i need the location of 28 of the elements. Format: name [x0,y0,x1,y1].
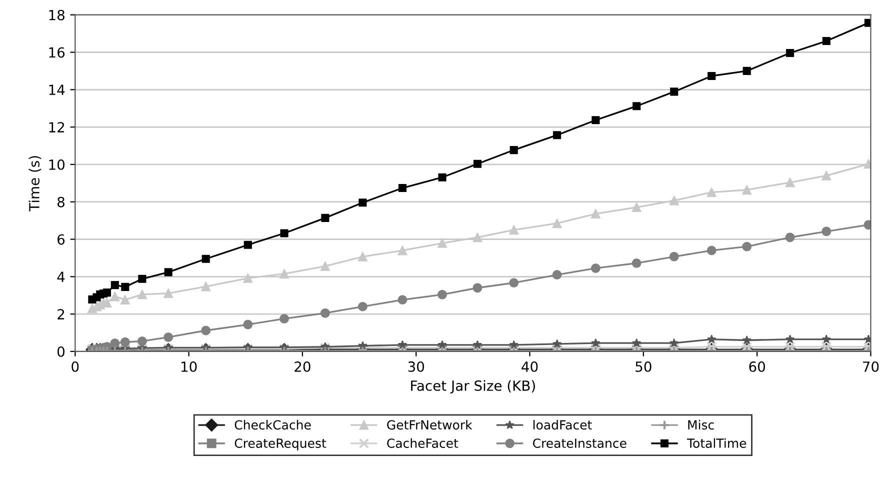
x-tick-label: 70 [863,361,879,372]
y-tick-label: 8 [58,196,64,208]
x-tick-label: 20 [294,361,310,372]
y-tick-label: 18 [49,10,64,20]
x-tick-label: 10 [181,361,197,372]
y-tick-label: 12 [49,122,64,132]
y-tick-label: 14 [49,84,65,95]
y-tick-label: 4 [57,272,65,282]
x-tick-label: 50 [636,361,652,372]
y-tick-label: 2 [58,309,64,320]
legend-label: loadFacet [533,420,592,430]
legend-label: TotalTime [686,438,746,448]
legend-label: CheckCache [234,420,311,430]
x-tick-label: 30 [408,361,424,372]
y-tick-label: 10 [49,159,64,170]
legend-label: Misc [688,420,714,430]
legend-label: GetFrNetwork [387,420,472,430]
legend-label: CreateRequest [234,438,326,450]
y-tick-label: 16 [49,47,65,58]
y-tick-label: 0 [57,346,64,357]
legend-label: CacheFacet [387,438,458,448]
x-tick-label: 40 [522,361,538,372]
y-tick-label: 6 [58,234,65,245]
x-tick-label: 60 [749,361,765,372]
y-axis-title: Time (s) [28,156,42,212]
legend-label: CreateInstance [533,438,626,448]
x-axis-title: Facet Jar Size (KB) [411,380,535,394]
x-tick-label: 0 [72,361,79,372]
